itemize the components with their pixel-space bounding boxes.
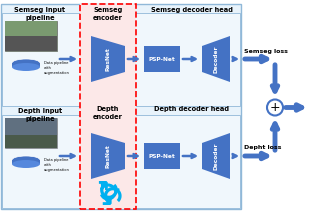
Bar — [5, 118, 57, 135]
Text: Data pipeline
with
augmentation: Data pipeline with augmentation — [44, 158, 70, 172]
Bar — [5, 135, 57, 148]
FancyBboxPatch shape — [2, 115, 240, 208]
Bar — [5, 21, 57, 36]
Text: Semseg Input
pipeline: Semseg Input pipeline — [14, 7, 66, 21]
Text: Decoder: Decoder — [213, 45, 219, 73]
Text: Semseg loss: Semseg loss — [244, 49, 288, 54]
Text: Data pipeline
with
augmentation: Data pipeline with augmentation — [44, 61, 70, 75]
Text: Decoder: Decoder — [213, 142, 219, 170]
FancyBboxPatch shape — [5, 21, 57, 51]
Polygon shape — [91, 133, 125, 179]
Circle shape — [267, 100, 283, 116]
Text: PSP-Net: PSP-Net — [148, 56, 175, 61]
FancyBboxPatch shape — [144, 143, 180, 169]
Text: Depth Input
pipeline: Depth Input pipeline — [18, 108, 62, 122]
Text: Depth
encoder: Depth encoder — [93, 106, 123, 119]
Ellipse shape — [12, 156, 40, 164]
Text: ↻: ↻ — [96, 178, 120, 206]
FancyBboxPatch shape — [5, 21, 57, 51]
Polygon shape — [202, 133, 230, 179]
FancyBboxPatch shape — [5, 118, 57, 148]
Text: ResNet: ResNet — [106, 144, 110, 168]
Bar — [12, 63, 40, 67]
Bar — [12, 160, 40, 164]
FancyBboxPatch shape — [2, 13, 240, 106]
Text: +: + — [270, 101, 280, 114]
Ellipse shape — [12, 63, 40, 71]
Polygon shape — [202, 36, 230, 82]
Ellipse shape — [12, 59, 40, 67]
Text: ↺: ↺ — [96, 178, 120, 206]
Text: Semseg
encoder: Semseg encoder — [93, 7, 123, 21]
FancyBboxPatch shape — [144, 46, 180, 72]
FancyBboxPatch shape — [80, 4, 136, 209]
Text: PSP-Net: PSP-Net — [148, 153, 175, 159]
Bar — [5, 36, 57, 51]
Text: Depht loss: Depht loss — [244, 146, 281, 150]
Text: Semseg decoder head: Semseg decoder head — [151, 7, 233, 13]
Text: Depth decoder head: Depth decoder head — [155, 106, 229, 112]
Ellipse shape — [12, 160, 40, 168]
Text: ResNet: ResNet — [106, 47, 110, 71]
Polygon shape — [91, 36, 125, 82]
FancyBboxPatch shape — [1, 4, 241, 209]
